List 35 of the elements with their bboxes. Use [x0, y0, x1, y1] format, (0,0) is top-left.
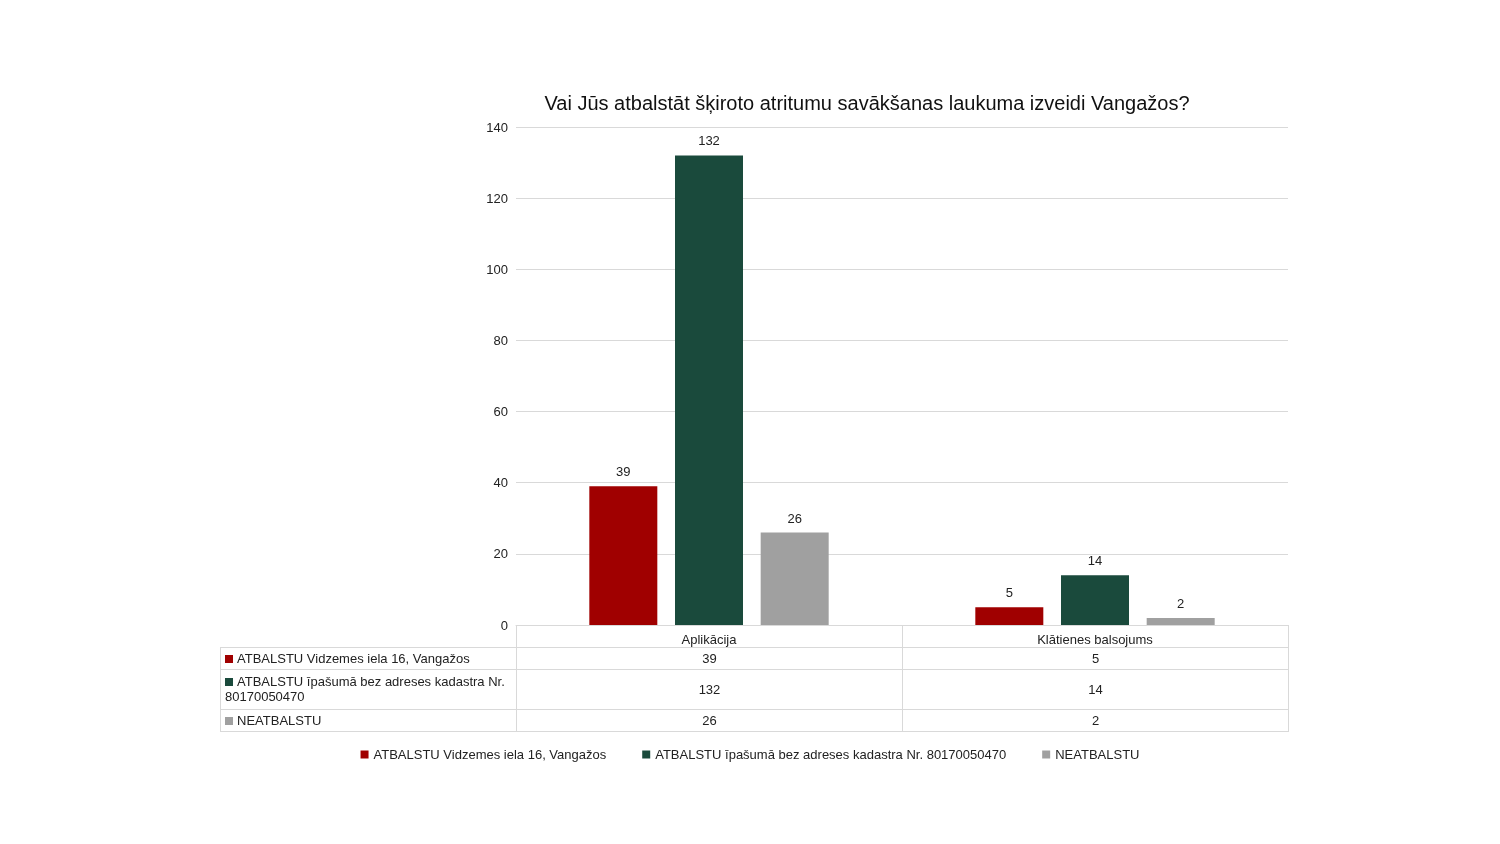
- x-tick-label: Klātienes balsojums: [1037, 632, 1154, 647]
- y-tick-label: 100: [486, 261, 508, 277]
- text: 2: [902, 709, 1289, 731]
- data-label: 39: [616, 464, 631, 480]
- bar: [1146, 617, 1215, 625]
- y-tick-label: 140: [486, 119, 508, 135]
- y-tick-label: 80: [493, 332, 508, 348]
- text: 132: [516, 669, 903, 709]
- text: ATBALSTU īpašumā bez adreses kadastra Nr. 80170050470: [225, 674, 505, 704]
- data-label: 2: [1177, 595, 1185, 611]
- text: ATBALSTU Vidzemes iela 16, Vangažos: [237, 650, 470, 666]
- y-tick-label: 120: [486, 190, 508, 206]
- bar: [1061, 575, 1129, 625]
- text: 39: [516, 647, 903, 669]
- text: 14: [902, 669, 1289, 709]
- data-label: 5: [1005, 585, 1013, 601]
- legend-label: NEATBALSTU: [1055, 747, 1140, 762]
- y-tick-label: 60: [493, 404, 508, 420]
- data-label: 132: [698, 133, 720, 149]
- y-tick-label: 40: [493, 475, 508, 491]
- legend-label: ATBALSTU Vidzemes iela 16, Vangažos: [373, 747, 607, 762]
- chart-title: Vai Jūs atbalstāt šķiroto atritumu savākšanas laukuma izveidi Vangažos?: [544, 92, 1190, 114]
- text: 26: [516, 709, 903, 731]
- bar: [675, 155, 743, 625]
- text: 5: [902, 647, 1289, 669]
- x-tick-label: Aplikācija: [681, 632, 738, 647]
- bar: [975, 607, 1044, 625]
- text: NEATBALSTU: [237, 712, 322, 728]
- data-label: 26: [787, 510, 802, 526]
- y-tick-label: 20: [493, 546, 508, 562]
- bar: [589, 486, 658, 625]
- legend-label: ATBALSTU īpašumā bez adreses kadastra Nr. 80170050470: [655, 747, 1007, 762]
- data-label: 14: [1087, 553, 1103, 569]
- bar: [760, 532, 829, 625]
- y-tick-label: 0: [500, 617, 508, 633]
